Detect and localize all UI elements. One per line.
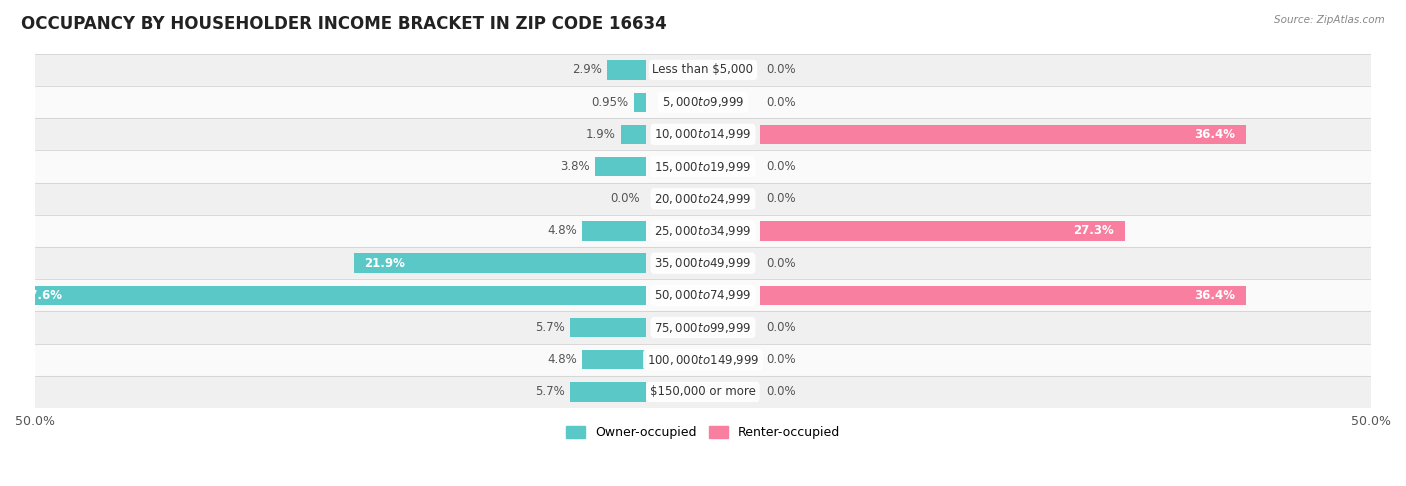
Text: $100,000 to $149,999: $100,000 to $149,999 <box>647 353 759 367</box>
Text: 0.0%: 0.0% <box>610 192 640 205</box>
Bar <box>596 157 647 176</box>
Text: 0.95%: 0.95% <box>591 96 628 109</box>
Text: 2.9%: 2.9% <box>572 64 602 76</box>
Bar <box>35 151 1371 183</box>
Text: 5.7%: 5.7% <box>534 385 565 399</box>
Bar <box>35 376 1371 408</box>
Bar <box>607 60 647 80</box>
Text: Source: ZipAtlas.com: Source: ZipAtlas.com <box>1274 15 1385 25</box>
Bar <box>10 286 647 305</box>
Text: $10,000 to $14,999: $10,000 to $14,999 <box>654 127 752 141</box>
Text: 0.0%: 0.0% <box>766 160 796 173</box>
Text: Less than $5,000: Less than $5,000 <box>652 64 754 76</box>
Text: 47.6%: 47.6% <box>21 289 62 302</box>
Bar <box>569 382 647 401</box>
Text: OCCUPANCY BY HOUSEHOLDER INCOME BRACKET IN ZIP CODE 16634: OCCUPANCY BY HOUSEHOLDER INCOME BRACKET … <box>21 15 666 33</box>
Bar <box>582 221 647 241</box>
Bar <box>759 221 1125 241</box>
Text: 36.4%: 36.4% <box>1194 128 1236 141</box>
Bar <box>35 247 1371 279</box>
Text: $35,000 to $49,999: $35,000 to $49,999 <box>654 256 752 270</box>
Text: $150,000 or more: $150,000 or more <box>650 385 756 399</box>
Text: 0.0%: 0.0% <box>766 96 796 109</box>
Text: 27.3%: 27.3% <box>1073 225 1114 238</box>
Text: 0.0%: 0.0% <box>766 353 796 366</box>
Text: 4.8%: 4.8% <box>547 353 576 366</box>
Text: 3.8%: 3.8% <box>561 160 591 173</box>
Text: 0.0%: 0.0% <box>766 257 796 270</box>
Text: $15,000 to $19,999: $15,000 to $19,999 <box>654 159 752 174</box>
Bar <box>35 279 1371 312</box>
Bar <box>759 286 1246 305</box>
Text: 0.0%: 0.0% <box>766 385 796 399</box>
Text: 0.0%: 0.0% <box>766 192 796 205</box>
Text: $20,000 to $24,999: $20,000 to $24,999 <box>654 192 752 206</box>
Text: 5.7%: 5.7% <box>534 321 565 334</box>
Text: 0.0%: 0.0% <box>766 64 796 76</box>
Text: $25,000 to $34,999: $25,000 to $34,999 <box>654 224 752 238</box>
Bar <box>759 125 1246 144</box>
Text: 1.9%: 1.9% <box>586 128 616 141</box>
Bar <box>569 318 647 337</box>
Bar <box>354 254 647 273</box>
Text: 0.0%: 0.0% <box>766 321 796 334</box>
Text: 36.4%: 36.4% <box>1194 289 1236 302</box>
Bar <box>35 86 1371 118</box>
Text: 21.9%: 21.9% <box>364 257 405 270</box>
Text: $50,000 to $74,999: $50,000 to $74,999 <box>654 288 752 302</box>
Bar <box>35 344 1371 376</box>
Text: $75,000 to $99,999: $75,000 to $99,999 <box>654 321 752 334</box>
Bar <box>582 350 647 369</box>
Bar <box>35 118 1371 151</box>
Bar <box>35 312 1371 344</box>
Text: $5,000 to $9,999: $5,000 to $9,999 <box>662 95 744 109</box>
Bar <box>35 215 1371 247</box>
Bar <box>35 183 1371 215</box>
Bar <box>634 92 647 112</box>
Bar <box>35 54 1371 86</box>
Bar <box>621 125 647 144</box>
Legend: Owner-occupied, Renter-occupied: Owner-occupied, Renter-occupied <box>561 421 845 444</box>
Text: 4.8%: 4.8% <box>547 225 576 238</box>
